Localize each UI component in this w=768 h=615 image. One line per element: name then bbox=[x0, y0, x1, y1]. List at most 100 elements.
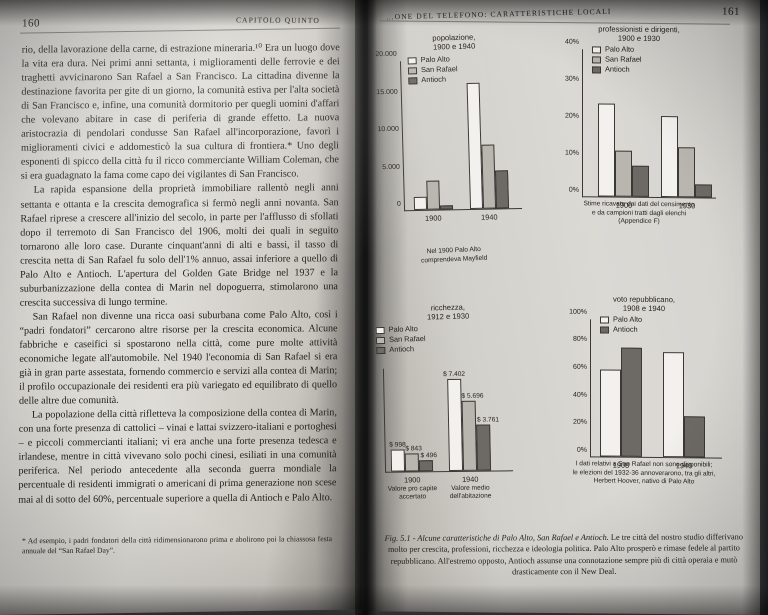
bar-1930-palo-alto bbox=[661, 115, 678, 198]
legend-swatch-antioch bbox=[592, 66, 601, 74]
bar-1908-antioch bbox=[621, 347, 642, 457]
value-1940-san-rafael: $ 5.696 bbox=[461, 392, 484, 400]
legend-item-san-rafael: San Rafael bbox=[375, 334, 426, 345]
ytick-0: 0 bbox=[396, 200, 402, 208]
legend-item-antioch: Antioch bbox=[408, 75, 458, 86]
right-page-folio: 161 bbox=[722, 5, 740, 18]
legend-item-san-rafael: San Rafael bbox=[407, 64, 458, 75]
paragraph-2: La rapida espansione della proprietà imm… bbox=[19, 182, 339, 309]
chart-popolazione-note: Nel 1900 Palo Alto comprendeva Mayfield bbox=[420, 245, 488, 265]
bar-1940-san-rafael bbox=[481, 144, 497, 209]
paragraph-1: rio, della lavorazione della carne, di e… bbox=[20, 42, 340, 183]
value-1900-palo-alto: $ 998 bbox=[389, 441, 406, 449]
paragraph-3: San Rafael non divenne una ricca oasi su… bbox=[18, 309, 338, 407]
legend-label-antioch: Antioch bbox=[613, 324, 638, 335]
ytick-2: 10.000 bbox=[377, 125, 399, 133]
chart-ricchezza-legend: Palo Alto San Rafael Antioch bbox=[375, 324, 426, 356]
bar-1900-antioch bbox=[632, 165, 649, 197]
ytick-1: 20% bbox=[572, 418, 587, 427]
ytick-3: 15.000 bbox=[376, 88, 398, 96]
legend-item-antioch: Antioch bbox=[592, 65, 642, 76]
bar-1900-palo-alto bbox=[598, 103, 615, 197]
bar-1900-san-rafael bbox=[426, 180, 441, 210]
legend-item-palo-alto: Palo Alto bbox=[592, 44, 642, 55]
bar-1908-palo-alto bbox=[600, 369, 621, 457]
right-running-head: …ONE DEL TELEFONO: CARATTERISTICHE LOCAL… bbox=[385, 6, 612, 22]
legend-swatch-antioch bbox=[408, 77, 418, 85]
left-page-text: rio, della lavorazione della carne, di e… bbox=[18, 41, 340, 507]
legend-swatch-palo-alto bbox=[592, 45, 601, 54]
value-1900-san-rafael: $ 843 bbox=[405, 445, 422, 453]
legend-item-antioch: Antioch bbox=[376, 344, 426, 355]
legend-label-palo-alto: Palo Alto bbox=[613, 314, 643, 324]
chart-voto-legend: Palo Alto Antioch bbox=[600, 314, 642, 335]
footnote: * Ad esempio, i padri fondatori della ci… bbox=[21, 534, 333, 556]
bar-1940-antioch bbox=[494, 170, 510, 209]
legend-swatch-antioch bbox=[600, 326, 609, 334]
xsublabel-1900: Valore pro capite accertato bbox=[387, 484, 438, 501]
legend-label-antioch: Antioch bbox=[605, 64, 630, 75]
legend-swatch-palo-alto bbox=[407, 56, 417, 65]
bar-1900-san-rafael bbox=[615, 150, 632, 197]
bar-1900-san-rafael bbox=[404, 453, 420, 472]
figure-caption: Fig. 5.1 - Alcune caratteristiche di Pal… bbox=[378, 531, 751, 578]
ytick-1: 10% bbox=[564, 149, 579, 157]
bar-1940-san-rafael bbox=[461, 400, 478, 471]
chart-professionisti: professionisti e dirigenti, 1900 e 1930 … bbox=[546, 24, 732, 225]
xlabel-1940: 1940 bbox=[480, 212, 498, 222]
legend-item-antioch: Antioch bbox=[600, 325, 642, 336]
bar-1900-palo-alto bbox=[413, 196, 428, 210]
paragraph-4: La popolazione della città rifletteva la… bbox=[18, 407, 337, 506]
chart-popolazione: popolazione, 1900 e 1940 0 5.000 10.000 … bbox=[374, 32, 534, 264]
value-1940-antioch: $ 3.761 bbox=[476, 416, 500, 424]
bar-1940-antioch bbox=[684, 416, 705, 458]
header-rule bbox=[20, 27, 340, 34]
chart-ricchezza: ricchezza, 1912 e 1930 $ 998 $ 843 $ 496… bbox=[370, 302, 526, 500]
ytick-1: 5.000 bbox=[382, 163, 400, 171]
bar-1940-palo-alto bbox=[663, 351, 684, 458]
chart-ricchezza-title: ricchezza, 1912 e 1930 bbox=[426, 302, 470, 322]
legend-swatch-antioch bbox=[376, 346, 386, 355]
bar-1900-antioch bbox=[439, 205, 454, 210]
xlabel-1900: 1900 bbox=[424, 213, 442, 223]
chart-voto-note: I dati relativi a San Rafael non sono di… bbox=[572, 460, 716, 486]
xlabel-1940: 1940 bbox=[461, 474, 479, 484]
chart-voto-repubblicano: voto repubblicano, 1908 e 1940 0% 20% 40… bbox=[546, 294, 742, 486]
legend-swatch-san-rafael bbox=[375, 336, 386, 344]
figure-caption-title: Fig. 5.1 - Alcune caratteristiche di Pal… bbox=[384, 532, 609, 543]
bar-1900-antioch bbox=[418, 459, 434, 472]
xlabel-1900: 1900 bbox=[403, 475, 421, 485]
legend-item-san-rafael: San Rafael bbox=[592, 55, 642, 66]
legend-swatch-san-rafael bbox=[407, 67, 418, 75]
left-running-head: CAPITOLO QUINTO bbox=[235, 15, 321, 25]
value-1900-antioch: $ 496 bbox=[420, 451, 438, 460]
bar-1930-san-rafael bbox=[678, 147, 695, 198]
left-page-folio: 160 bbox=[22, 17, 40, 30]
bar-1900-palo-alto bbox=[390, 449, 406, 472]
chart-professionisti-note: Stime ricavate dai dati del censimento e… bbox=[583, 200, 695, 226]
legend-label-antioch: Antioch bbox=[421, 74, 447, 85]
legend-label-palo-alto: Palo Alto bbox=[605, 44, 635, 54]
chart-popolazione-title: popolazione, 1900 e 1940 bbox=[432, 32, 476, 53]
legend-item-palo-alto: Palo Alto bbox=[600, 314, 642, 325]
legend-label-san-rafael: San Rafael bbox=[605, 54, 642, 65]
book-spine-line bbox=[365, 0, 368, 615]
ytick-5: 100% bbox=[569, 308, 587, 316]
legend-label-san-rafael: San Rafael bbox=[388, 334, 426, 345]
ytick-2: 20% bbox=[564, 112, 579, 120]
ytick-4: 80% bbox=[572, 336, 587, 344]
ytick-4: 40% bbox=[564, 38, 579, 46]
legend-swatch-san-rafael bbox=[592, 56, 601, 64]
ytick-0: 0% bbox=[568, 186, 579, 194]
legend-label-san-rafael: San Rafael bbox=[420, 64, 458, 75]
ytick-0: 0% bbox=[576, 446, 587, 454]
ytick-2: 40% bbox=[572, 391, 587, 399]
left-page: 160 CAPITOLO QUINTO rio, della lavorazio… bbox=[0, 0, 362, 615]
value-1940-palo-alto: $ 7.402 bbox=[442, 370, 466, 378]
right-page: 161 …ONE DEL TELEFONO: CARATTERISTICHE L… bbox=[368, 0, 760, 615]
xsublabel-1940: Valore medio dell'abitazione bbox=[449, 484, 492, 500]
ytick-4: 20.000 bbox=[375, 50, 397, 58]
ytick-3: 30% bbox=[564, 75, 579, 83]
legend-label-antioch: Antioch bbox=[389, 344, 415, 355]
